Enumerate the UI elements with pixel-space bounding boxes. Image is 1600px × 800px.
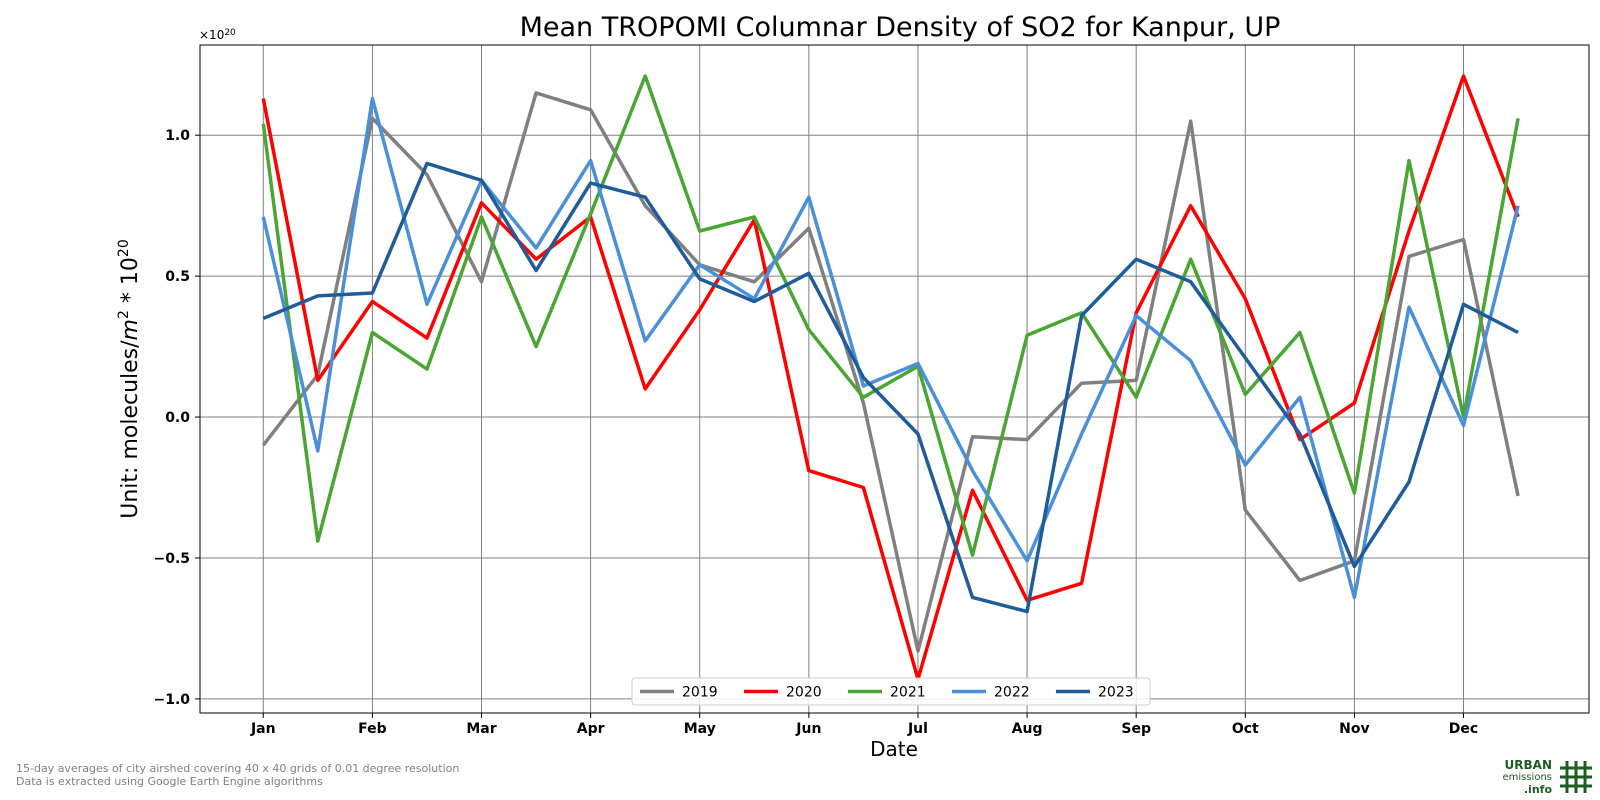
series-line-2023 — [262, 161, 1519, 614]
y-axis-ticks: −1.0 −0.5 0.0 0.5 1.0 — [153, 128, 200, 708]
series-line-2019 — [261, 91, 1520, 653]
y-axis-multiplier: ×1020 — [199, 28, 236, 42]
x-tick-label: Jun — [795, 721, 821, 737]
legend-label-2022: 2022 — [994, 685, 1030, 701]
x-tick-label: Sep — [1121, 721, 1151, 737]
x-tick-label: Oct — [1232, 721, 1259, 737]
logo-text-info: .info — [1523, 783, 1552, 796]
x-tick-label: Apr — [577, 721, 605, 737]
x-axis-label: Date — [870, 737, 918, 761]
legend-label-2023: 2023 — [1098, 685, 1134, 701]
x-tick-label: Jul — [907, 721, 928, 737]
x-tick-label: May — [684, 721, 716, 737]
urban-emissions-logo: URBAN emissions .info — [1498, 758, 1594, 796]
y-tick-label: 0.0 — [165, 410, 190, 426]
grid-logo-icon — [1560, 761, 1592, 793]
legend-label-2020: 2020 — [786, 685, 822, 701]
x-axis-ticks: Jan Feb Mar Apr May Jun Jul Aug Sep Oct Nov Dec — [250, 713, 1478, 737]
x-tick-label: Nov — [1339, 721, 1369, 737]
legend-label-2019: 2019 — [682, 685, 718, 701]
footnote-1: 15-day averages of city airshed covering… — [16, 762, 460, 775]
series-line-2020 — [261, 74, 1520, 681]
series-lines — [261, 74, 1520, 681]
legend: 2019 2020 2021 2022 2023 — [631, 677, 1151, 706]
x-tick-label: Mar — [466, 721, 496, 737]
legend-box — [631, 677, 1151, 706]
x-tick-label: Jan — [250, 721, 276, 737]
legend-label-2021: 2021 — [890, 685, 926, 701]
footnote-2: Data is extracted using Google Earth Eng… — [16, 775, 323, 788]
series-line-2021 — [261, 74, 1520, 557]
logo-text-emissions: emissions — [1502, 772, 1552, 783]
chart-title: Mean TROPOMI Columnar Density of SO2 for… — [520, 12, 1281, 43]
x-tick-label: Aug — [1012, 721, 1043, 737]
y-tick-label: −0.5 — [153, 551, 190, 567]
x-tick-label: Dec — [1449, 721, 1478, 737]
y-tick-label: −1.0 — [153, 692, 190, 708]
y-axis-label: Unit: molecules/m2 * 1020 — [116, 239, 143, 518]
plot-area-frame — [199, 44, 1590, 714]
y-tick-label: 1.0 — [165, 128, 190, 144]
logo-text-urban: URBAN — [1504, 758, 1552, 772]
x-tick-label: Feb — [358, 721, 387, 737]
series-line-2022 — [261, 96, 1520, 600]
y-tick-label: 0.5 — [165, 269, 190, 285]
